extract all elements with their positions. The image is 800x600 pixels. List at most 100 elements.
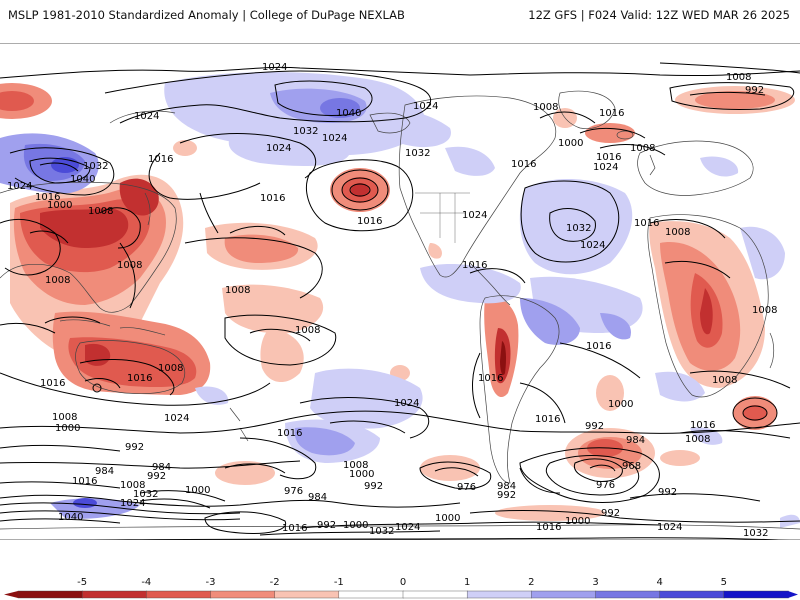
isobar-label: 1008 — [343, 460, 368, 471]
colorbar-tick-label: -5 — [77, 577, 87, 588]
isobar-label: 1016 — [40, 378, 65, 389]
isobar-label: 992 — [658, 487, 677, 498]
colorbar-tick-label: 1 — [464, 577, 470, 588]
isobar-labels: 1024 1008 992 1040 1024 1032 1024 1032 1… — [7, 62, 777, 539]
isobar-label: 1008 — [45, 275, 70, 286]
colorbar-tick-label: -4 — [141, 577, 151, 588]
isobar-label: 1016 — [634, 218, 659, 229]
isobar-label: 1008 — [120, 480, 145, 491]
isobar-label: 1040 — [70, 174, 95, 185]
isobar-label: 1016 — [148, 154, 173, 165]
colorbar-segment — [146, 590, 212, 599]
colorbar-segment — [723, 590, 789, 599]
colorbar-tick-label: 0 — [400, 577, 406, 588]
isobar-label: 1024 — [262, 62, 287, 73]
colorbar-segment — [17, 590, 83, 599]
isobar-label: 1032 — [743, 528, 768, 539]
map-header: MSLP 1981-2010 Standardized Anomaly | Co… — [0, 0, 800, 32]
colorbar-tick-label: 3 — [592, 577, 598, 588]
isobar-label: 1016 — [586, 341, 611, 352]
isobar-label: 1016 — [282, 523, 307, 534]
isobar-label: 992 — [585, 421, 604, 432]
isobar-label: 1024 — [134, 111, 159, 122]
isobar-label: 1040 — [336, 108, 361, 119]
colorbar-segment — [466, 590, 533, 599]
isobar-label: 992 — [317, 520, 336, 531]
isobar-label: 984 — [497, 481, 516, 492]
isobar-label: 984 — [152, 462, 171, 473]
isobar-label: 1016 — [478, 373, 503, 384]
isobar-label: 1016 — [127, 373, 152, 384]
model-valid-time: 12Z GFS | F024 Valid: 12Z WED MAR 26 202… — [528, 8, 790, 22]
isobar-label: 1008 — [88, 206, 113, 217]
isobar-label: 1008 — [630, 143, 655, 154]
isobar-label: 1032 — [566, 223, 591, 234]
colorbar-segment — [274, 590, 340, 599]
isobar-label: 1016 — [690, 420, 715, 431]
isobar-label: 1016 — [536, 522, 561, 533]
colorbar-segment — [531, 590, 597, 599]
colorbar-arrow-max — [788, 591, 798, 598]
isobar-label: 1008 — [665, 227, 690, 238]
isobar-label: 976 — [457, 482, 476, 493]
colorbar-tick-label: 2 — [528, 577, 534, 588]
isobar-label: 1024 — [164, 413, 189, 424]
isobar-label: 992 — [147, 471, 166, 482]
colorbar-segment — [210, 590, 276, 599]
isobar-label: 1032 — [405, 148, 430, 159]
colorbar-segments — [4, 590, 798, 599]
isobar-label: 1000 — [185, 485, 210, 496]
colorbar-segment — [595, 590, 661, 599]
isobar-label: 1024 — [120, 498, 145, 509]
isobar-label: 1008 — [685, 434, 710, 445]
isobar-label: 1016 — [72, 476, 97, 487]
anomaly-colorbar: -5 -4 -3 -2 -1 0 1 2 3 4 5 — [4, 577, 798, 599]
isobar-label: 1016 — [260, 193, 285, 204]
colorbar-tick-label: -1 — [334, 577, 344, 588]
isobar-label: 1032 — [369, 526, 394, 537]
isobar-label: 1016 — [462, 260, 487, 271]
colorbar-tick-label: -3 — [206, 577, 216, 588]
isobar-label: 1008 — [726, 72, 751, 83]
isobar-label: 1024 — [580, 240, 605, 251]
isobar-label: 1000 — [349, 469, 374, 480]
isobar-label: 1000 — [47, 200, 72, 211]
isobar-label: 1040 — [58, 512, 83, 523]
isobar-label: 992 — [497, 490, 516, 501]
colorbar-tick-labels: -5 -4 -3 -2 -1 0 1 2 3 4 5 — [77, 577, 727, 588]
isobar-contours — [0, 62, 800, 540]
isobar-label: 1008 — [158, 363, 183, 374]
isobar-label: 1032 — [133, 489, 158, 500]
isobar-label: 1024 — [7, 181, 32, 192]
isobar-label: 1008 — [225, 285, 250, 296]
colorbar-arrow-min — [4, 591, 18, 598]
colorbar-tick-label: 5 — [721, 577, 727, 588]
isobar-label: 976 — [284, 486, 303, 497]
isobar-label: 984 — [95, 466, 114, 477]
isobar-label: 976 — [596, 480, 615, 491]
isobar-label: 1016 — [511, 159, 536, 170]
isobar-label: 1008 — [117, 260, 142, 271]
isobar-label: 1024 — [413, 101, 438, 112]
colorbar-segment — [81, 590, 148, 599]
isobar-label: 1032 — [83, 161, 108, 172]
isobar-label: 1000 — [343, 520, 368, 531]
isobar-label: 1024 — [657, 522, 682, 533]
isobar-label: 984 — [308, 492, 327, 503]
isobar-label: 1008 — [533, 102, 558, 113]
isobar-label: 1024 — [462, 210, 487, 221]
isobar-label: 992 — [745, 85, 764, 96]
colorbar-segment — [659, 590, 725, 599]
isobar-label: 1008 — [295, 325, 320, 336]
isobar-label: 1024 — [322, 133, 347, 144]
isobar-label: 1000 — [608, 399, 633, 410]
isobar-label: 1008 — [752, 305, 777, 316]
isobar-label: 1016 — [535, 414, 560, 425]
isobar-label: 1016 — [357, 216, 382, 227]
coastlines — [0, 90, 800, 530]
isobar-label: 1000 — [565, 516, 590, 527]
map-title: MSLP 1981-2010 Standardized Anomaly | Co… — [8, 8, 405, 22]
isobar-label: 1008 — [52, 412, 77, 423]
isobar-label: 968 — [622, 461, 641, 472]
isobar-label: 1016 — [596, 152, 621, 163]
